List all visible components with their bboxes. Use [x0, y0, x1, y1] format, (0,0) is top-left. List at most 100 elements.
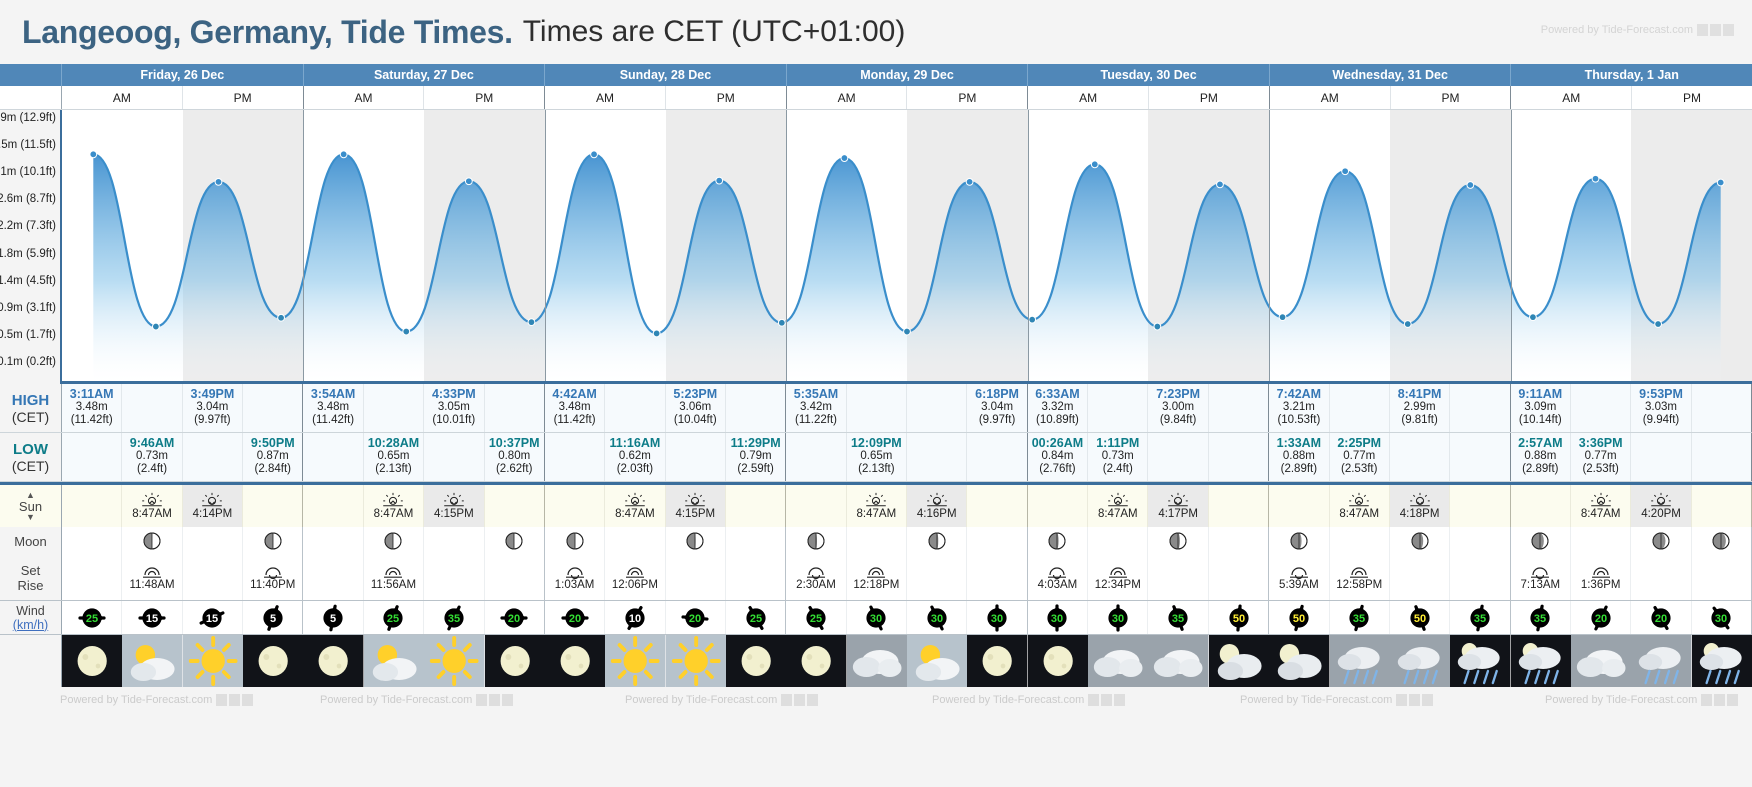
moonset-icon: [143, 566, 162, 578]
day-header-4: Monday, 29 Dec: [787, 64, 1029, 86]
weather-cell: [1631, 635, 1692, 687]
ampm-header-3-am: AM: [545, 86, 666, 109]
wind-arrow-icon: 15: [138, 607, 166, 628]
sunset-icon: [202, 492, 223, 507]
low-tide-tz: (CET): [11, 457, 50, 474]
weather-cell: [1389, 635, 1451, 687]
wind-unit-link[interactable]: (km/h): [12, 617, 49, 632]
low-tide-feet: (2.76ft): [1039, 463, 1076, 475]
wind-speed: 50: [1232, 613, 1244, 625]
footer-watermark-2: Powered by Tide-Forecast.com: [320, 694, 514, 706]
sun-time: 4:16PM: [916, 508, 957, 520]
sunrise-icon: [1590, 492, 1611, 507]
sun-cell: [1028, 485, 1089, 527]
sun-cell: [62, 485, 123, 527]
y-axis-tick-9: 0.1m (0.2ft): [0, 356, 56, 368]
sun-label-text: Sun: [18, 498, 43, 514]
moonrise-icon: [1289, 566, 1308, 579]
moonrise-icon: [263, 566, 282, 579]
moon-event-time: 11:56AM: [370, 578, 417, 591]
high-tide-tz: (CET): [11, 408, 50, 425]
moon-cell: [1330, 527, 1390, 555]
weather-cell: [243, 635, 304, 687]
tide-high-point: [1591, 174, 1600, 183]
moon-setrise-row: Set Rise 11:48AM 11:40PM 11:56AM 1:03AM 12:0…: [0, 555, 1752, 601]
wind-speed: 25: [810, 613, 822, 625]
wind-cell: 30: [1088, 601, 1149, 634]
low-tide-cell: 9:46AM 0.73m (2.4ft): [122, 433, 183, 481]
sun-cell: [485, 485, 545, 527]
cloudy-icon: [1570, 635, 1632, 687]
moon-event-cell: 11:40PM: [243, 555, 304, 600]
low-tide-time: 2:25PM: [1337, 436, 1382, 450]
wind-arrow-icon: 5: [263, 604, 283, 631]
high-tide-meters: 3.48m: [558, 401, 591, 413]
moon-phase-icon: [686, 532, 704, 550]
wind-cell: 5: [243, 601, 304, 634]
high-tide-cell: 3:49PM 3.04m (9.97ft): [182, 384, 244, 432]
moon-event-time: 12:58PM: [1336, 578, 1383, 591]
weather-cell: [1570, 635, 1632, 687]
moon-phase-icon: [807, 532, 825, 550]
sunrise-icon: [142, 492, 162, 507]
moon-event-time: 2:30AM: [796, 578, 836, 591]
chart-day-separator-1: [303, 110, 305, 381]
wind-cell: 50: [1269, 601, 1330, 634]
moon-cell: [847, 527, 908, 555]
low-tide-cell: 3:36PM 0.77m (2.53ft): [1570, 433, 1632, 481]
tide-high-point: [214, 177, 223, 186]
high-tide-time: 3:49PM: [190, 387, 235, 401]
wind-speed: 5: [270, 613, 276, 625]
low-tide-cell: [1691, 433, 1752, 481]
clear-night-icon: [544, 635, 606, 687]
low-tide-feet: (2.84ft): [254, 463, 291, 475]
low-tide-cell: [1450, 433, 1511, 481]
wind-cell: 35: [424, 601, 485, 634]
rain-night-icon: [1691, 635, 1752, 687]
y-axis-tick-5: 1.8m (5.9ft): [0, 247, 56, 260]
sun-cell: 4:15PM: [665, 485, 726, 527]
high-tide-cell: [1329, 384, 1390, 432]
moon-cell: [1450, 527, 1511, 555]
weather-cell: [1450, 635, 1511, 687]
footer: Powered by Tide-Forecast.com Powered by …: [0, 687, 1752, 713]
weather-cell: [1691, 635, 1752, 687]
moon-event-cell: [485, 555, 545, 600]
day-header-row: Friday, 26 Dec Saturday, 27 Dec Sunday, 28…: [0, 64, 1752, 86]
moonrise-icon: [1531, 566, 1550, 579]
wind-cell: 30: [847, 601, 908, 634]
moon-phase-icon: [1652, 532, 1670, 550]
day-header-7: Thursday, 1 Jan: [1584, 68, 1679, 82]
high-tide-time: 5:23PM: [673, 387, 718, 401]
weather-cell: [1510, 635, 1571, 687]
low-tide-cell: 1:11PM 0.73m (2.4ft): [1088, 433, 1149, 481]
sun-cell: [1511, 485, 1571, 527]
wind-arrow-icon: 30: [927, 605, 947, 630]
weather-cell: [1208, 635, 1270, 687]
tide-low-point: [777, 318, 786, 327]
moon-cell: [605, 527, 666, 555]
moon-cell: [786, 527, 847, 555]
wind-speed: 50: [1413, 613, 1425, 625]
sunset-icon: [1651, 492, 1671, 507]
moon-cell: [183, 527, 244, 555]
moon-event-cell: [1631, 555, 1692, 600]
low-tide-meters: 0.88m: [1524, 450, 1557, 462]
high-tide-feet: (11.42ft): [553, 414, 596, 426]
moon-event-time: 4:03AM: [1037, 578, 1078, 591]
wind-cell: 50: [1209, 601, 1270, 634]
moon-cell: [1631, 527, 1692, 555]
wind-speed: 5: [330, 613, 336, 625]
moon-cell: [1269, 527, 1330, 555]
weather-cell: [1088, 635, 1149, 687]
sun-cell: 4:15PM: [424, 485, 485, 527]
rain-icon: [1389, 635, 1451, 687]
weather-cell: [1148, 635, 1209, 687]
sun-cell: [786, 485, 847, 527]
wind-arrow-icon: 20: [1651, 605, 1671, 630]
sun-cell: [545, 485, 606, 527]
moon-event-time: 12:34PM: [1094, 578, 1141, 591]
cloudy-icon: [846, 635, 908, 687]
moon-cell: [62, 527, 123, 555]
low-tide-feet: (2.62ft): [495, 463, 533, 475]
